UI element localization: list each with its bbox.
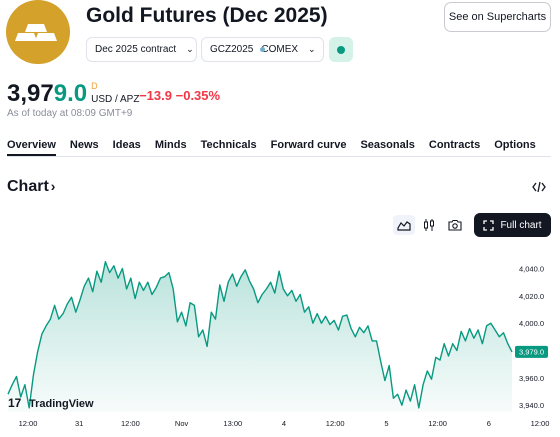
x-tick-label: 13:00 xyxy=(223,419,242,428)
x-tick-label: 12:00 xyxy=(326,419,345,428)
y-tick-label: 3,940.0 xyxy=(519,401,544,410)
tabs-divider xyxy=(7,156,551,157)
x-tick-label: Nov xyxy=(175,419,189,428)
market-open-dot-icon xyxy=(337,45,345,54)
x-axis: 12:00 31 12:00 Nov 13:00 4 12:00 5 12:00 6 12:00 xyxy=(19,419,550,428)
change-value: −13.9 xyxy=(139,88,172,103)
tab-forward-curve[interactable]: Forward curve xyxy=(270,139,347,151)
candles-chart-style-button[interactable] xyxy=(418,215,440,235)
price-chart[interactable]: 4,040.04,020.04,000.03,980.03,960.03,940… xyxy=(0,240,560,437)
x-tick-label: 12:00 xyxy=(531,419,550,428)
tradingview-logo-icon: 17 xyxy=(8,396,22,410)
snapshot-button[interactable] xyxy=(444,215,466,235)
section-tabs: Overview News Ideas Minds Technicals For… xyxy=(7,139,550,156)
x-tick-label: 31 xyxy=(75,419,83,428)
price-area-fill xyxy=(8,261,512,412)
tab-technicals[interactable]: Technicals xyxy=(200,139,257,151)
delayed-data-badge[interactable]: D xyxy=(91,81,98,91)
chart-heading-label: Chart xyxy=(7,178,49,195)
price-change: −13.9 −0.35% xyxy=(139,85,220,107)
price-row: 3,97 9.0 D USD / APZ −13.9 −0.35% xyxy=(7,77,220,107)
x-tick-label: 4 xyxy=(282,419,286,428)
tab-minds[interactable]: Minds xyxy=(154,139,187,151)
market-status-button[interactable] xyxy=(329,37,353,62)
embed-code-icon[interactable] xyxy=(532,180,546,194)
x-tick-label: 12:00 xyxy=(19,419,38,428)
price-main: 3,97 xyxy=(7,80,54,107)
contract-selector[interactable]: Dec 2025 contract ⌄ xyxy=(86,37,197,62)
fullscreen-icon xyxy=(483,219,495,231)
x-tick-label: 5 xyxy=(384,419,388,428)
area-chart-icon xyxy=(397,221,411,231)
symbol-label: GCZ2025 xyxy=(210,44,254,55)
full-chart-label: Full chart xyxy=(500,219,542,231)
last-price-label: 3,979.0 xyxy=(519,347,544,356)
tab-contracts[interactable]: Contracts xyxy=(428,139,481,151)
y-tick-label: 4,020.0 xyxy=(519,292,544,301)
y-axis: 4,040.04,020.04,000.03,980.03,960.03,940… xyxy=(519,265,544,411)
price-line xyxy=(7,261,513,409)
tradingview-watermark[interactable]: 17 TradingView xyxy=(8,396,94,410)
see-on-supercharts-button[interactable]: See on Supercharts xyxy=(444,2,551,32)
y-tick-label: 4,000.0 xyxy=(519,319,544,328)
contract-selector-label: Dec 2025 contract xyxy=(95,44,177,55)
x-tick-label: 6 xyxy=(487,419,491,428)
page-title: Gold Futures (Dec 2025) xyxy=(86,4,328,27)
change-percent: −0.35% xyxy=(175,88,221,103)
symbol-exchange-selector[interactable]: GCZ2025 COMEX ⌄ xyxy=(201,37,324,62)
candles-icon xyxy=(424,219,434,231)
price-chart-svg[interactable]: 4,040.04,020.04,000.03,980.03,960.03,940… xyxy=(0,240,560,437)
tab-news[interactable]: News xyxy=(69,139,99,151)
chevron-down-icon: ⌄ xyxy=(186,44,194,54)
full-chart-button[interactable]: Full chart xyxy=(474,213,551,237)
gold-bars-icon xyxy=(6,0,70,64)
price-unit-block: D USD / APZ xyxy=(91,81,139,107)
x-tick-label: 12:00 xyxy=(121,419,140,428)
y-tick-label: 3,960.0 xyxy=(519,374,544,383)
chevron-right-icon: › xyxy=(50,178,56,194)
last-price-marker: 3,979.0 xyxy=(515,345,548,358)
chevron-down-icon: ⌄ xyxy=(308,44,316,54)
tab-options[interactable]: Options xyxy=(494,139,536,151)
camera-icon xyxy=(448,219,462,231)
tab-seasonals[interactable]: Seasonals xyxy=(360,139,415,151)
tradingview-wordmark: TradingView xyxy=(29,398,94,410)
x-tick-label: 12:00 xyxy=(428,419,447,428)
tab-ideas[interactable]: Ideas xyxy=(112,139,141,151)
price-unit: USD / APZ xyxy=(91,94,140,105)
as-of-timestamp: As of today at 08:09 GMT+9 xyxy=(7,108,133,119)
area-chart-style-button[interactable] xyxy=(393,215,415,235)
tab-overview[interactable]: Overview xyxy=(7,139,56,156)
exchange-label: COMEX xyxy=(261,44,299,55)
price-tail: 9.0 xyxy=(53,80,88,107)
y-tick-label: 4,040.0 xyxy=(519,265,544,274)
chart-section-heading[interactable]: Chart › xyxy=(7,178,55,196)
